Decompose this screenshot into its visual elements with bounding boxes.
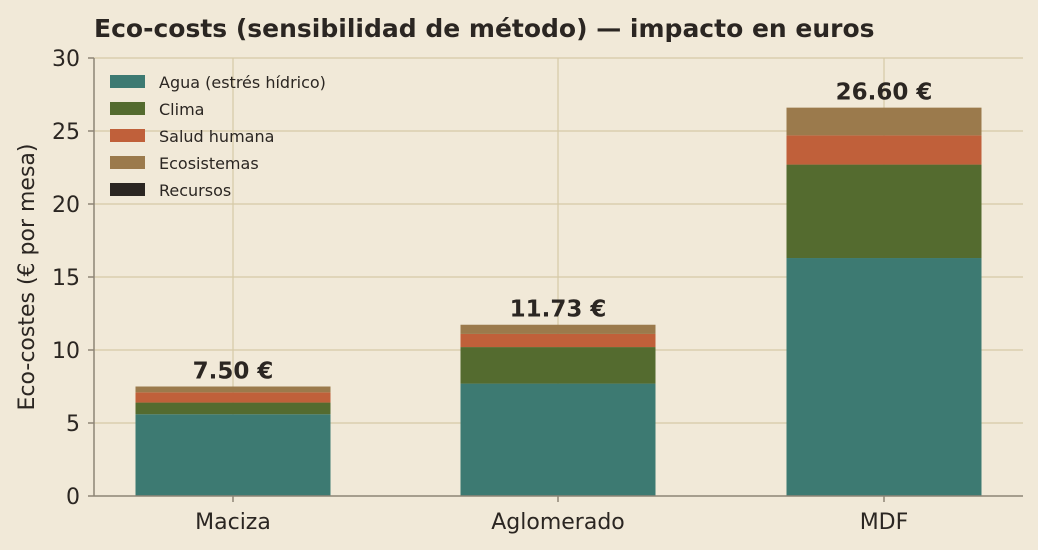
legend-label: Salud humana bbox=[159, 127, 274, 146]
bar-segment bbox=[786, 135, 982, 165]
y-axis-label: Eco-costes (€ por mesa) bbox=[15, 144, 40, 411]
legend-swatch bbox=[110, 75, 145, 88]
legend-label: Clima bbox=[159, 100, 204, 119]
axes-layer: 0 5 10 15 20 25 30 Maciza Aglomerado MDF bbox=[52, 47, 1023, 535]
legend-label: Agua (estrés hídrico) bbox=[159, 73, 326, 92]
x-tick-label: Maciza bbox=[195, 510, 271, 535]
bar-segment bbox=[135, 402, 331, 415]
bar-segment bbox=[460, 333, 656, 348]
y-tick-label: 0 bbox=[66, 485, 80, 510]
chart-title: Eco-costs (sensibilidad de método) — imp… bbox=[94, 14, 875, 43]
bar-total-label: 11.73 € bbox=[510, 297, 607, 323]
legend-swatch bbox=[110, 102, 145, 115]
bar-segment bbox=[135, 386, 331, 393]
bar-segment bbox=[460, 347, 656, 384]
y-tick-label: 5 bbox=[66, 412, 80, 437]
bar-segment bbox=[786, 164, 982, 259]
x-tick-label: Aglomerado bbox=[491, 510, 625, 535]
bar-segment bbox=[135, 392, 331, 403]
bar-segment bbox=[460, 324, 656, 334]
bar-segment bbox=[786, 258, 982, 496]
bars-layer: 7.50 € 11.73 € 26.60 € bbox=[135, 80, 982, 496]
x-tick-label: MDF bbox=[860, 510, 909, 535]
y-tick-label: 10 bbox=[52, 339, 80, 364]
legend-label: Recursos bbox=[159, 181, 231, 200]
legend-swatch bbox=[110, 129, 145, 142]
y-tick-label: 20 bbox=[52, 193, 80, 218]
bar-segment bbox=[135, 414, 331, 496]
bar-segment bbox=[786, 107, 982, 136]
bar-total-label: 7.50 € bbox=[193, 359, 274, 385]
bar-total-label: 26.60 € bbox=[836, 80, 933, 106]
y-tick-label: 30 bbox=[52, 47, 80, 72]
legend-swatch bbox=[110, 183, 145, 196]
legend: Agua (estrés hídrico) Clima Salud humana Ec… bbox=[110, 73, 326, 200]
legend-label: Ecosistemas bbox=[159, 154, 259, 173]
y-tick-label: 25 bbox=[52, 120, 80, 145]
y-tick-label: 15 bbox=[52, 266, 80, 291]
legend-swatch bbox=[110, 156, 145, 169]
bar-segment bbox=[460, 383, 656, 496]
